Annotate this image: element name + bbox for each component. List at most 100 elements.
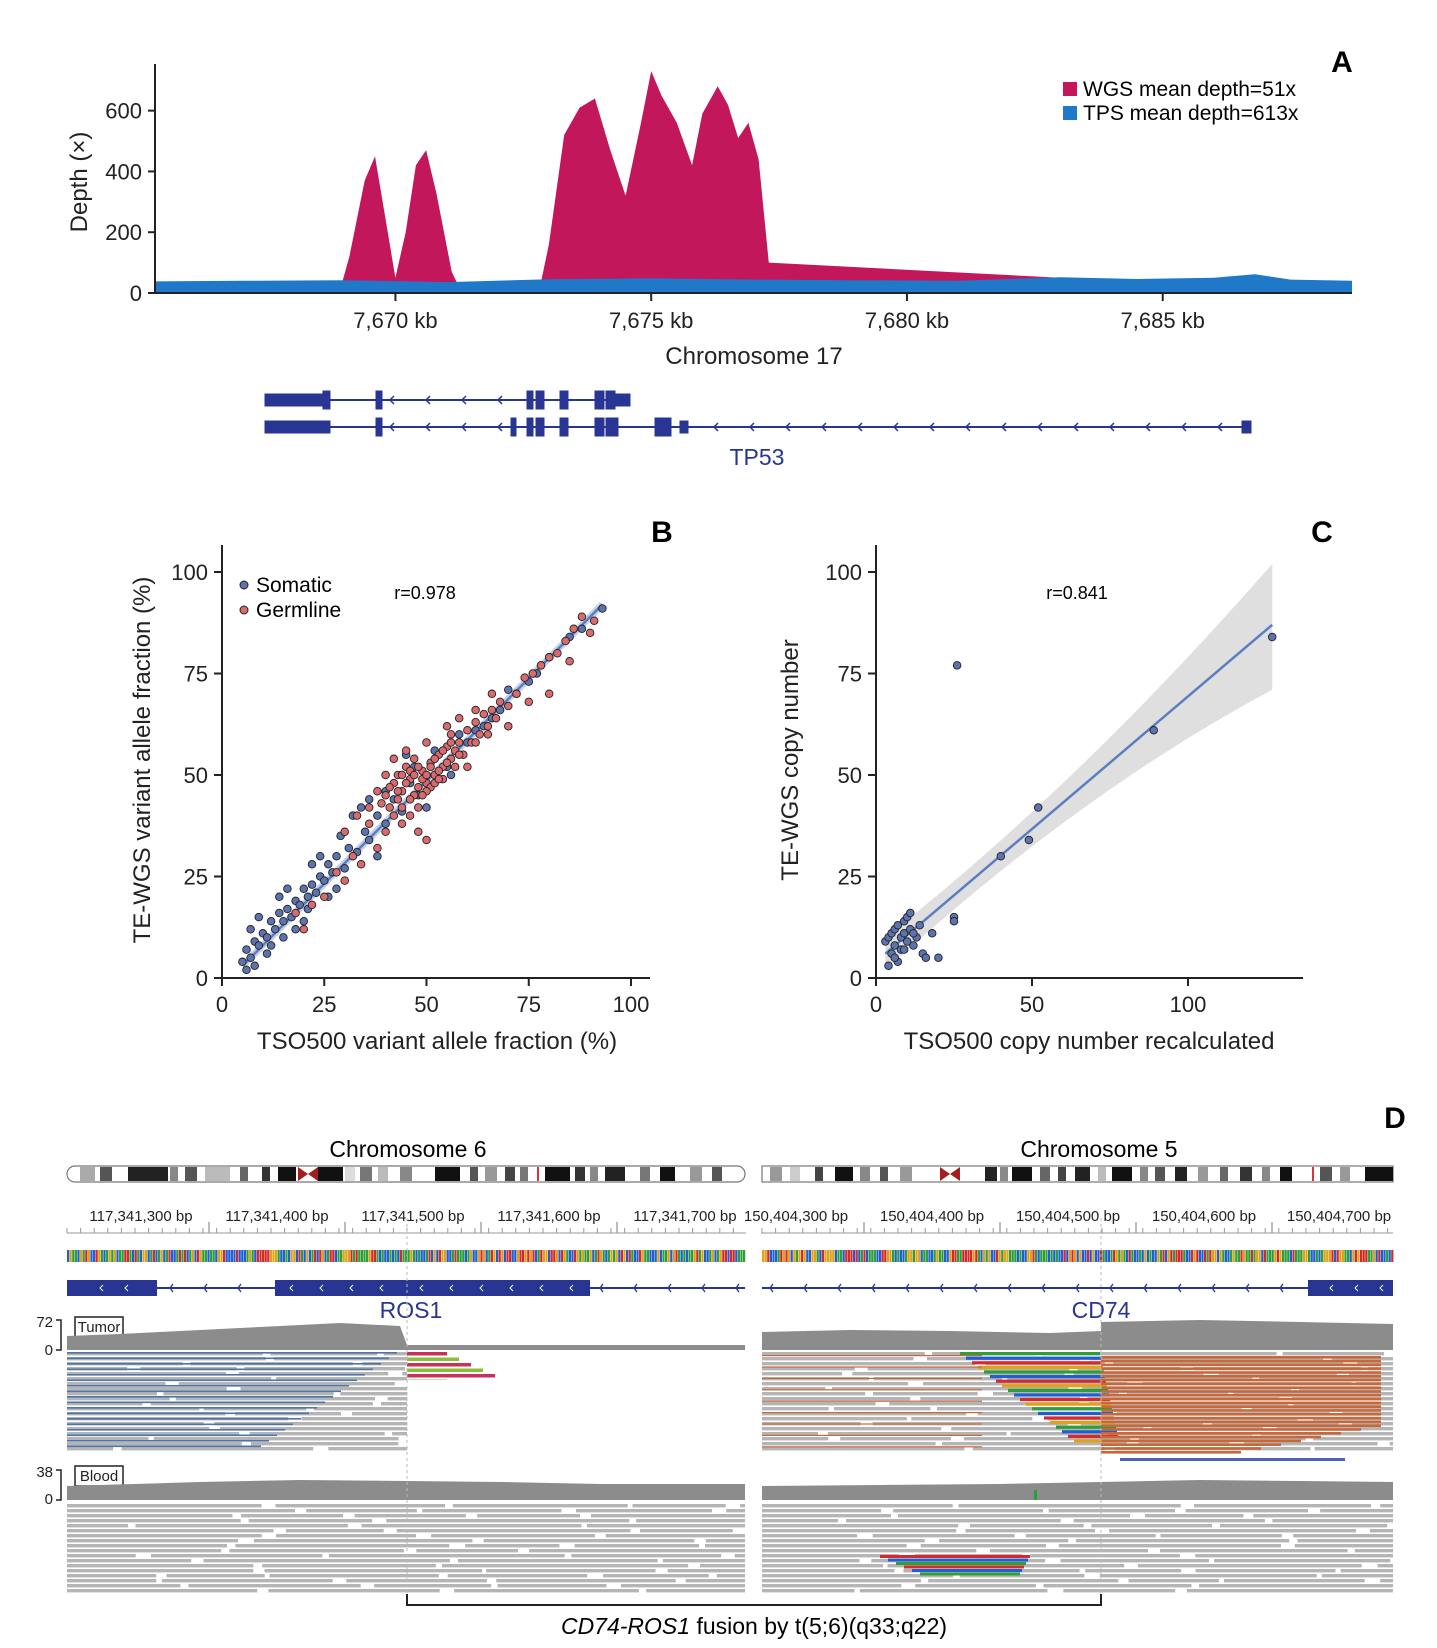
legend-germline: Germline bbox=[256, 599, 341, 622]
base bbox=[373, 1250, 376, 1262]
read bbox=[1128, 1579, 1219, 1583]
strand-chevron bbox=[1216, 422, 1223, 432]
discordant-read bbox=[762, 1427, 982, 1428]
blood-softclip-read bbox=[896, 1562, 1026, 1565]
base bbox=[524, 1250, 527, 1262]
base bbox=[1045, 1250, 1048, 1262]
base bbox=[589, 1250, 592, 1262]
discordant-read bbox=[762, 1420, 982, 1421]
base bbox=[428, 1250, 431, 1262]
tumor-ros1-read-edge bbox=[67, 1396, 333, 1398]
strand-chevron bbox=[1143, 1283, 1148, 1293]
base bbox=[1027, 1250, 1030, 1262]
read bbox=[762, 1549, 977, 1553]
read bbox=[416, 1549, 519, 1553]
base bbox=[280, 1250, 283, 1262]
discordant-read bbox=[762, 1393, 982, 1394]
read bbox=[762, 1412, 967, 1416]
panel-b-r-value: r=0.978 bbox=[394, 583, 456, 603]
ideogram-band bbox=[205, 1167, 230, 1181]
base bbox=[194, 1250, 197, 1262]
base bbox=[871, 1250, 874, 1262]
base bbox=[1386, 1250, 1389, 1262]
base bbox=[423, 1250, 426, 1262]
base bbox=[412, 1250, 415, 1262]
panel-a-x-ticks: 7,670 kb 7,675 kb 7,680 kb 7,685 kb bbox=[353, 293, 1205, 333]
read bbox=[67, 1569, 254, 1573]
read bbox=[381, 1402, 407, 1406]
tumor-scale-max: 72 bbox=[36, 1314, 53, 1331]
read bbox=[67, 1539, 238, 1543]
base bbox=[402, 1250, 405, 1262]
panel-d: D Chromosome 6 Chromosome 5 ROS1 CD74 72… bbox=[36, 1102, 1406, 1639]
read bbox=[67, 1584, 181, 1588]
ideogram-band bbox=[278, 1167, 296, 1181]
base bbox=[1063, 1250, 1066, 1262]
copy-number-point bbox=[1267, 632, 1277, 642]
read bbox=[486, 1569, 656, 1573]
germline-point bbox=[483, 730, 493, 739]
read bbox=[889, 1402, 1079, 1406]
base bbox=[1284, 1250, 1287, 1262]
read bbox=[705, 1539, 745, 1543]
read bbox=[386, 1519, 630, 1523]
discordant-read bbox=[1101, 1447, 1261, 1450]
base bbox=[418, 1250, 421, 1262]
softclip-read bbox=[1062, 1430, 1117, 1434]
base bbox=[811, 1250, 814, 1262]
base bbox=[1331, 1250, 1334, 1262]
base bbox=[1087, 1250, 1090, 1262]
copy-number-point bbox=[909, 941, 918, 950]
ideogram-band bbox=[1280, 1167, 1292, 1181]
base bbox=[907, 1250, 910, 1262]
discordant-read bbox=[762, 1404, 982, 1405]
ideogram-band bbox=[660, 1167, 675, 1181]
read bbox=[328, 1554, 565, 1558]
read bbox=[740, 1504, 745, 1508]
base bbox=[202, 1250, 205, 1262]
base bbox=[496, 1250, 499, 1262]
read bbox=[1352, 1422, 1393, 1426]
base bbox=[646, 1250, 649, 1262]
base bbox=[620, 1250, 623, 1262]
base bbox=[788, 1250, 791, 1262]
base bbox=[483, 1250, 486, 1262]
softclip-read bbox=[1008, 1388, 1108, 1392]
base bbox=[1159, 1250, 1162, 1262]
blood-coverage bbox=[67, 1480, 1393, 1500]
base bbox=[103, 1250, 106, 1262]
base bbox=[1110, 1250, 1113, 1262]
base bbox=[1066, 1250, 1069, 1262]
somatic-point bbox=[242, 965, 251, 975]
base bbox=[1068, 1250, 1071, 1262]
read bbox=[840, 1437, 951, 1441]
strand-chevron bbox=[871, 1283, 876, 1293]
base bbox=[308, 1250, 311, 1262]
base bbox=[1074, 1250, 1077, 1262]
base bbox=[923, 1250, 926, 1262]
strand-chevron bbox=[633, 1283, 638, 1293]
base bbox=[938, 1250, 941, 1262]
read bbox=[268, 1589, 440, 1593]
base bbox=[959, 1250, 962, 1262]
germline-point bbox=[307, 900, 317, 910]
blood-softclip-read bbox=[920, 1572, 1020, 1576]
discordant-read bbox=[1101, 1416, 1381, 1420]
base bbox=[160, 1250, 163, 1262]
ideogram-band bbox=[860, 1167, 870, 1181]
base bbox=[1024, 1250, 1027, 1262]
discordant-read bbox=[762, 1366, 982, 1368]
base bbox=[1302, 1250, 1305, 1262]
somatic-point bbox=[299, 884, 309, 893]
base bbox=[132, 1250, 135, 1262]
strand-chevron bbox=[1000, 422, 1007, 432]
base bbox=[1274, 1250, 1277, 1262]
base bbox=[69, 1250, 72, 1262]
base bbox=[964, 1250, 967, 1262]
base bbox=[1269, 1250, 1272, 1262]
base bbox=[1235, 1250, 1238, 1262]
discordant-read bbox=[762, 1450, 982, 1451]
base bbox=[171, 1250, 174, 1262]
discordant-read bbox=[762, 1397, 982, 1398]
read bbox=[150, 1402, 373, 1406]
